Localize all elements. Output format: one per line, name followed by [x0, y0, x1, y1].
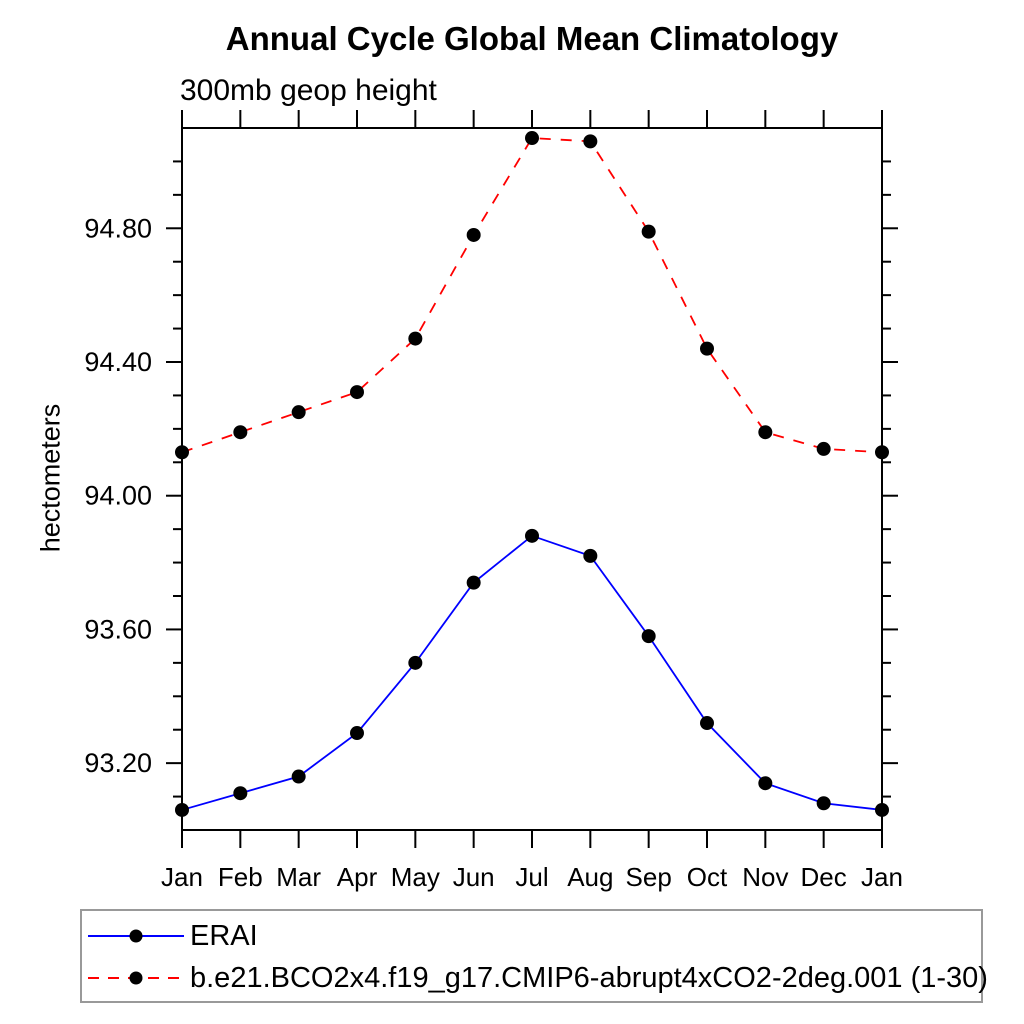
x-tick-label: Jan [861, 862, 903, 892]
x-tick-label: Nov [742, 862, 788, 892]
data-point-marker [758, 425, 773, 440]
chart-title: Annual Cycle Global Mean Climatology [225, 20, 839, 57]
data-point-marker [583, 548, 598, 563]
data-point-marker [408, 655, 423, 670]
series-line-erai [181, 534, 883, 811]
legend-box: ERAI b.e21.BCO2x4.f19_g17.CMIP6-abrupt4x… [80, 909, 988, 1003]
data-point-marker [233, 425, 248, 440]
y-tick-label: 94.40 [84, 347, 152, 377]
x-tick-label: Sep [626, 862, 672, 892]
data-point-marker [758, 776, 773, 791]
legend-item-erai: ERAI [86, 918, 258, 954]
data-point-marker [700, 716, 714, 731]
x-tick-label: Oct [687, 862, 728, 892]
x-tick-label: Jan [161, 862, 203, 892]
cmip6-marker-icon [129, 971, 143, 985]
data-point-marker [700, 341, 714, 356]
y-tick-label: 94.80 [84, 213, 152, 243]
erai-line-sample-icon [88, 929, 184, 943]
cmip6-line-sample-icon [88, 971, 184, 985]
data-point-marker [466, 227, 481, 242]
legend-item-cmip6: b.e21.BCO2x4.f19_g17.CMIP6-abrupt4xCO2-2… [86, 960, 988, 996]
y-tick-label: 93.60 [84, 614, 152, 644]
data-point-marker [466, 575, 481, 590]
data-point-marker [175, 445, 189, 460]
data-point-marker [583, 134, 598, 149]
legend-label-cmip6: b.e21.BCO2x4.f19_g17.CMIP6-abrupt4xCO2-2… [190, 961, 988, 994]
x-tick-label: Jul [515, 862, 548, 892]
erai-marker-icon [129, 929, 143, 943]
data-point-marker [291, 769, 306, 784]
x-tick-label: Aug [567, 862, 613, 892]
x-tick-label: Jun [453, 862, 495, 892]
data-point-marker [175, 802, 189, 817]
x-tick-label: Apr [337, 862, 378, 892]
x-tick-label: Dec [801, 862, 847, 892]
data-point-marker [525, 528, 539, 543]
y-tick-label: 94.00 [84, 481, 152, 511]
data-point-marker [408, 331, 423, 346]
data-point-marker [816, 796, 831, 811]
x-tick-label: Mar [276, 862, 321, 892]
data-point-marker [525, 131, 539, 146]
data-point-marker [641, 629, 656, 644]
data-point-marker [350, 726, 364, 741]
data-point-marker [233, 786, 248, 801]
x-tick-label: Feb [218, 862, 263, 892]
y-tick-label: 93.20 [84, 748, 152, 778]
data-point-marker [350, 385, 364, 400]
legend-label-erai: ERAI [190, 919, 258, 952]
data-point-marker [816, 441, 831, 456]
data-point-marker [641, 224, 656, 239]
data-point-marker [875, 802, 889, 817]
data-point-marker [291, 405, 306, 420]
chart-subtitle: 300mb geop height [180, 74, 437, 107]
x-tick-label: May [391, 862, 440, 892]
series-line-cmip6 [181, 137, 883, 454]
plot-frame [181, 127, 883, 831]
data-point-marker [875, 445, 889, 460]
